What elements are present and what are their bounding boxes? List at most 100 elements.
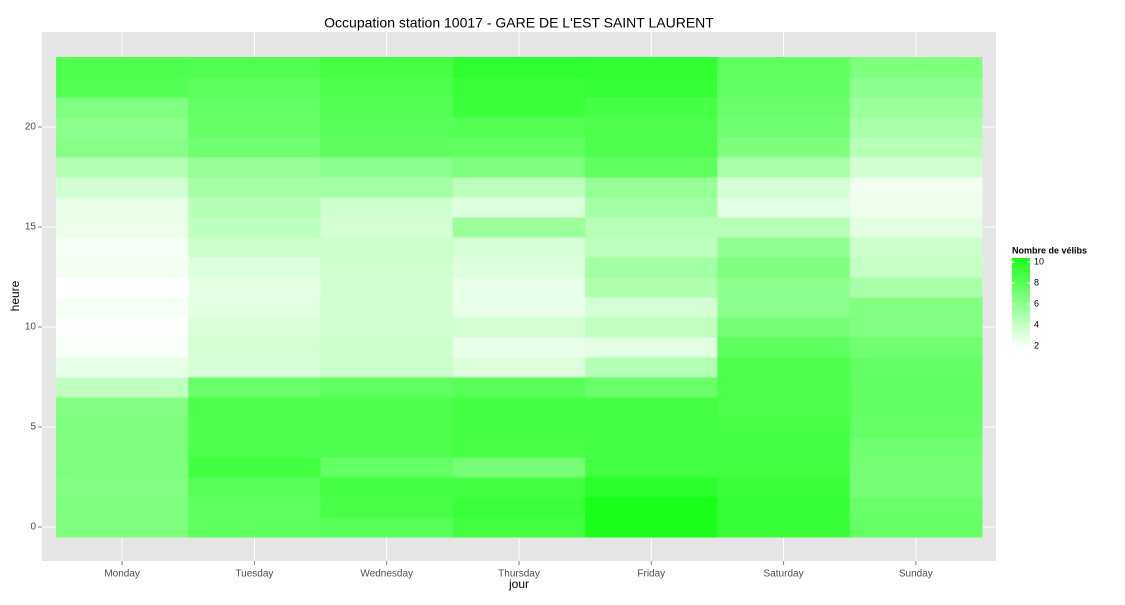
tile (320, 457, 454, 478)
tile (320, 197, 454, 218)
tile (717, 397, 851, 418)
tile (452, 237, 586, 258)
colorbar-label: 6 (1034, 298, 1039, 308)
tile (56, 297, 189, 318)
tile (849, 77, 983, 98)
tile (849, 297, 983, 318)
y-tick-label: 20 (25, 122, 37, 133)
tile (452, 137, 586, 158)
tile (849, 497, 983, 518)
tile (188, 237, 322, 258)
tile (56, 137, 189, 158)
tile (849, 177, 983, 198)
x-tick-label: Thursday (498, 569, 540, 580)
tile (452, 177, 586, 198)
x-tick-label: Sunday (899, 569, 933, 580)
tile (717, 357, 851, 378)
tile (320, 177, 454, 198)
tile (585, 277, 718, 298)
colorbar-label: 10 (1034, 256, 1044, 266)
tile (717, 417, 851, 438)
tile (56, 77, 189, 98)
tile (585, 437, 718, 458)
tile (452, 217, 586, 238)
tile (320, 257, 454, 278)
tile (849, 57, 983, 78)
tile (188, 197, 322, 218)
tile (56, 197, 189, 218)
tile (320, 277, 454, 298)
tile (585, 197, 718, 218)
tile (585, 297, 718, 318)
tile (56, 117, 189, 138)
legend-title: Nombre de vélibs (1012, 245, 1087, 255)
tile (56, 497, 189, 518)
tile (56, 517, 189, 538)
tile (452, 297, 586, 318)
tile (585, 257, 718, 278)
y-tick-label: 0 (30, 522, 36, 533)
tile (320, 137, 454, 158)
tile (320, 377, 454, 398)
tile (452, 457, 586, 478)
tile (320, 317, 454, 338)
tile (717, 177, 851, 198)
tile (585, 337, 718, 358)
tile (452, 157, 586, 178)
x-tick-label: Tuesday (235, 569, 273, 580)
tile (585, 137, 718, 158)
tile (56, 177, 189, 198)
y-tick-label: 10 (25, 322, 37, 333)
tile (717, 437, 851, 458)
tile (188, 357, 322, 378)
x-tick-label: Saturday (764, 569, 804, 580)
tile (452, 337, 586, 358)
tile (320, 357, 454, 378)
tile (585, 157, 718, 178)
tile (320, 77, 454, 98)
tile (188, 417, 322, 438)
tile (717, 277, 851, 298)
tile (452, 97, 586, 118)
tile (849, 437, 983, 458)
colorbar-label: 8 (1034, 277, 1039, 287)
tile (320, 217, 454, 238)
tile (849, 237, 983, 258)
tile (452, 257, 586, 278)
tile (849, 197, 983, 218)
tile (56, 157, 189, 178)
tile (849, 97, 983, 118)
tile (585, 237, 718, 258)
tile (717, 377, 851, 398)
colorbar-label: 2 (1034, 340, 1039, 350)
tile (849, 517, 983, 538)
tile (717, 157, 851, 178)
tile (56, 97, 189, 118)
tile (452, 77, 586, 98)
tile (188, 277, 322, 298)
tile (320, 417, 454, 438)
tile (849, 357, 983, 378)
tile (585, 477, 718, 498)
tile (849, 397, 983, 418)
tile (188, 77, 322, 98)
tile (56, 357, 189, 378)
tile (717, 197, 851, 218)
tile (188, 157, 322, 178)
tile (56, 277, 189, 298)
tile (320, 337, 454, 358)
tile (585, 457, 718, 478)
tile (849, 117, 983, 138)
tile (717, 237, 851, 258)
tile (56, 237, 189, 258)
tile (452, 277, 586, 298)
tile (452, 197, 586, 218)
x-tick-label: Friday (637, 569, 665, 580)
chart-title: Occupation station 10017 - GARE DE L'EST… (324, 15, 714, 31)
tile (849, 477, 983, 498)
tile (849, 317, 983, 338)
tile (188, 217, 322, 238)
tile (849, 157, 983, 178)
